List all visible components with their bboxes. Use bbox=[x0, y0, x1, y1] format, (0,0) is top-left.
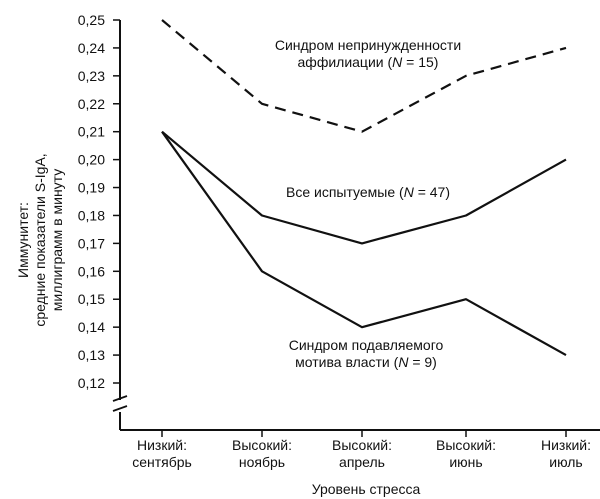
series-label-power: Синдром подавляемого bbox=[289, 337, 444, 353]
x-tick-label: июль bbox=[549, 454, 582, 470]
y-axis-title: Иммунитет: средние показатели S-IgA, мил… bbox=[15, 153, 65, 326]
y-ticks: 0,12 0,13 0,14 0,15 0,16 0,17 0,18 0,19 0,20 0,21… bbox=[78, 12, 120, 391]
y-tick-label: 0,25 bbox=[78, 12, 105, 28]
x-tick-label: Высокий: bbox=[436, 437, 496, 453]
y-tick-label: 0,12 bbox=[78, 375, 105, 391]
x-axis-title: Уровень стресса bbox=[312, 481, 421, 497]
y-tick-label: 0,17 bbox=[78, 235, 105, 251]
x-tick-label: Высокий: bbox=[232, 437, 292, 453]
axes bbox=[112, 20, 600, 431]
series-label-affiliation: аффилиации (N = 15) bbox=[298, 54, 439, 70]
series-line-power bbox=[161, 131, 567, 357]
x-tick-label: ноябрь bbox=[239, 454, 285, 470]
y-tick-label: 0,18 bbox=[78, 207, 105, 223]
y-tick-label: 0,19 bbox=[78, 180, 105, 196]
x-tick-label: июнь bbox=[449, 454, 482, 470]
x-tick-label: Низкий: bbox=[137, 437, 187, 453]
series-label-power: мотива власти (N = 9) bbox=[295, 354, 437, 370]
y-tick-label: 0,24 bbox=[78, 40, 105, 56]
axis-break-mark bbox=[112, 395, 128, 412]
y-axis-title-line-1: Иммунитет: bbox=[15, 202, 31, 278]
series-line-affiliation bbox=[161, 19, 567, 133]
y-tick-label: 0,22 bbox=[78, 96, 105, 112]
x-tick-label: апрель bbox=[339, 454, 385, 470]
y-tick-label: 0,20 bbox=[78, 152, 105, 168]
x-tick-label: сентябрь bbox=[132, 454, 192, 470]
x-tick-label: Низкий: bbox=[541, 437, 591, 453]
series-line-all bbox=[161, 130, 567, 245]
y-tick-label: 0,13 bbox=[78, 347, 105, 363]
y-axis-title-line-2: средние показатели S-IgA, bbox=[32, 153, 48, 326]
series-lines bbox=[161, 19, 567, 357]
y-tick-label: 0,23 bbox=[78, 68, 105, 84]
y-tick-label: 0,21 bbox=[78, 124, 105, 140]
y-tick-label: 0,14 bbox=[78, 319, 105, 335]
x-tick-label: Высокий: bbox=[332, 437, 392, 453]
y-tick-label: 0,16 bbox=[78, 263, 105, 279]
y-tick-label: 0,15 bbox=[78, 291, 105, 307]
series-label-all: Все испытуемые (N = 47) bbox=[286, 184, 450, 200]
x-ticks: Низкий:сентябрьВысокий:ноябрьВысокий:апр… bbox=[132, 430, 591, 470]
series-label-affiliation: Синдром непринужденности bbox=[275, 37, 461, 53]
y-axis-title-line-3: миллиграмм в минуту bbox=[49, 169, 65, 312]
